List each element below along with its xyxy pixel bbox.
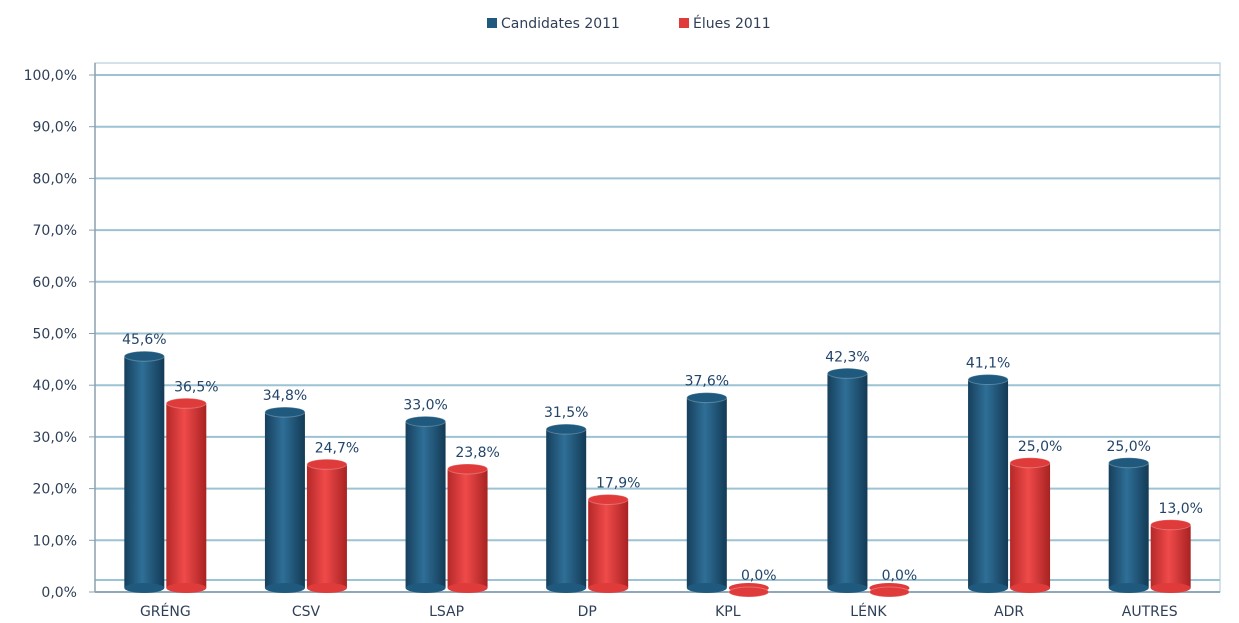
bar-cap (447, 463, 489, 475)
bar-base (1108, 583, 1149, 593)
x-tick-label: CSV (292, 604, 321, 620)
bar-base (264, 583, 305, 593)
data-label: 17,9% (596, 475, 640, 491)
x-tick-label: GRÉNG (140, 603, 191, 620)
bar-base (1010, 583, 1051, 593)
y-tick-label: 50,0% (33, 327, 77, 343)
data-label: 41,1% (966, 356, 1010, 372)
bar-base (686, 583, 727, 593)
data-label: 33,0% (403, 397, 447, 413)
bar-base (588, 583, 629, 593)
y-tick-label: 100,0% (24, 68, 77, 84)
y-tick-label: 10,0% (33, 533, 77, 549)
bar-cap (264, 406, 306, 418)
bar-base (827, 583, 868, 593)
bar-base (306, 583, 347, 593)
bar-candidates (124, 356, 165, 588)
y-tick-label: 80,0% (33, 171, 77, 187)
bar-base (447, 583, 488, 593)
bar-elues (166, 403, 207, 588)
data-label: 36,5% (174, 379, 218, 395)
bar-cap (123, 350, 165, 362)
data-label: 45,6% (122, 332, 166, 348)
data-label: 13,0% (1158, 501, 1202, 517)
legend-label: Élues 2011 (693, 15, 771, 32)
bar-candidates (686, 397, 727, 588)
bar-cap (967, 374, 1009, 386)
legend-swatch (679, 18, 689, 28)
bar-cap (686, 392, 728, 404)
data-label: 23,8% (455, 445, 499, 461)
bar-base (124, 583, 165, 593)
bar-candidates (264, 412, 305, 588)
bar-candidates (546, 429, 587, 588)
y-tick-label: 90,0% (33, 120, 77, 136)
bar-cap (868, 586, 910, 598)
bar-base (405, 583, 446, 593)
bar-candidates (405, 421, 446, 588)
data-label: 0,0% (882, 568, 918, 584)
bar-elues (447, 468, 488, 588)
data-label: 31,5% (544, 405, 588, 421)
data-label: 25,0% (1106, 439, 1150, 455)
data-label: 24,7% (315, 440, 359, 456)
y-tick-label: 70,0% (33, 223, 77, 239)
y-tick-label: 20,0% (33, 482, 77, 498)
data-label: 34,8% (263, 388, 307, 404)
bar-elues (306, 464, 347, 588)
x-tick-label: LSAP (429, 604, 464, 620)
bar-cap (165, 397, 207, 409)
legend: Candidates 2011 Élues 2011 (487, 15, 771, 32)
legend-label: Candidates 2011 (501, 16, 620, 32)
bar-cap (1108, 457, 1150, 469)
bar-elues (588, 499, 629, 588)
legend-swatch (487, 18, 497, 28)
bar-cap (728, 586, 770, 598)
data-label: 37,6% (685, 374, 729, 390)
y-tick-label: 30,0% (33, 430, 77, 446)
plot-border (94, 62, 1221, 593)
y-tick-label: 60,0% (33, 275, 77, 291)
bar-cap (1150, 519, 1192, 531)
y-tick-label: 40,0% (33, 378, 77, 394)
bar-cap (826, 367, 868, 379)
plot-area: 0,0% 10,0% 20,0% 30,0% 40,0% 50,0% 60,0% 70,0% 8… (24, 62, 1221, 620)
bar-base (546, 583, 587, 593)
data-label: 25,0% (1018, 439, 1062, 455)
bar-cap (405, 415, 447, 427)
bar-base (968, 583, 1009, 593)
bar-cap (545, 423, 587, 435)
x-tick-label: KPL (715, 604, 741, 620)
x-tick-label: DP (578, 604, 597, 620)
data-label: 42,3% (825, 349, 869, 365)
bar-elues (1010, 462, 1051, 588)
x-tick-label: ADR (994, 604, 1024, 620)
x-tick-label: LÉNK (850, 603, 887, 620)
bar-base (166, 583, 207, 593)
bar-candidates (827, 373, 868, 588)
x-tick-label: AUTRES (1122, 604, 1178, 620)
data-label: 0,0% (741, 568, 777, 584)
bar-candidates (968, 379, 1009, 588)
bar-base (1150, 583, 1191, 593)
bar-cap (306, 458, 348, 470)
bar-cap (587, 493, 629, 505)
bar-candidates (1108, 462, 1149, 588)
bar-elues (1150, 524, 1191, 588)
y-tick-label: 0,0% (41, 585, 77, 601)
bar-cap (1009, 457, 1051, 469)
